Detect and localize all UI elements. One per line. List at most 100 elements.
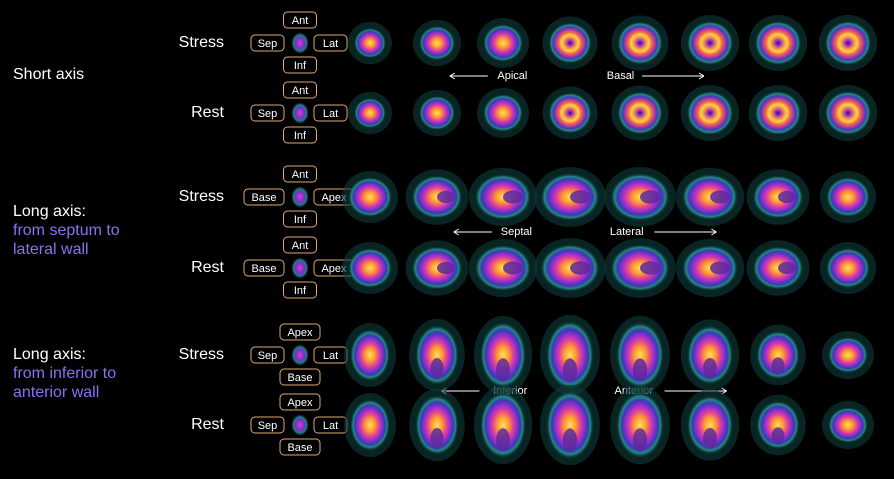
- scan-slice: [824, 20, 872, 66]
- arrow-head: [698, 72, 705, 80]
- orientation-label: Inf: [294, 60, 307, 72]
- orientation-box: [283, 56, 317, 74]
- scan-cavity: [778, 261, 796, 275]
- orientation-label: Apex: [287, 327, 313, 339]
- section-subtitle: from septum to: [13, 222, 120, 239]
- scan-slice: [479, 391, 527, 459]
- orientation-box: [313, 104, 348, 122]
- arrow-label: Basal: [607, 70, 635, 82]
- orientation-box: [250, 416, 285, 434]
- scan-cavity: [496, 428, 510, 452]
- orientation-label: Lat: [323, 420, 338, 432]
- scan-slice: [824, 90, 872, 136]
- orientation-box: [313, 34, 348, 52]
- orientation-box: [283, 236, 317, 254]
- scan-slice: [686, 91, 734, 135]
- scan-cavity: [710, 190, 730, 204]
- row-label: Stress: [179, 188, 224, 205]
- scan-slice: [354, 27, 386, 59]
- scan-slice: [418, 25, 456, 61]
- arrow-head: [453, 228, 460, 236]
- orientation-box: [283, 81, 317, 99]
- scan-slice: [546, 390, 594, 460]
- orientation-box: [283, 11, 317, 29]
- section-subtitle: from inferior to: [13, 365, 116, 382]
- scan-cavity: [710, 261, 730, 275]
- orientation-box: [243, 259, 285, 277]
- scan-cavity: [570, 190, 591, 204]
- row-label: Stress: [179, 34, 224, 51]
- scan-slice: [754, 90, 802, 136]
- section-subtitle: lateral wall: [13, 241, 89, 258]
- row-label: Rest: [191, 259, 224, 276]
- scan-slice: [610, 244, 670, 292]
- orientation-label: Inf: [294, 214, 307, 226]
- scan-cavity: [562, 358, 578, 383]
- orientation-glow: [291, 257, 309, 279]
- scan-slice: [418, 95, 456, 131]
- scan-slice: [348, 177, 392, 217]
- scan-slice: [483, 24, 523, 62]
- scan-slice: [350, 399, 390, 451]
- orientation-label: Sep: [258, 350, 278, 362]
- section-title: Long axis:: [13, 346, 86, 363]
- scan-slice: [616, 321, 664, 389]
- orientation-glow: [291, 414, 309, 436]
- scan-cavity: [640, 190, 661, 204]
- scan-cavity: [632, 358, 648, 382]
- scan-slice: [686, 21, 734, 65]
- scan-slice: [546, 320, 594, 390]
- orientation-label: Apex: [287, 397, 313, 409]
- orientation-box: [283, 165, 317, 183]
- scan-slice: [479, 321, 527, 389]
- orientation-label: Sep: [258, 420, 278, 432]
- orientation-label: Base: [251, 192, 276, 204]
- scan-slice: [826, 177, 870, 217]
- scan-cavity: [502, 190, 523, 204]
- scan-cavity: [640, 261, 661, 275]
- scan-slice: [548, 22, 592, 64]
- scan-slice: [411, 246, 463, 290]
- orientation-glow: [291, 344, 309, 366]
- orientation-label: Lat: [323, 38, 338, 50]
- row-label: Rest: [191, 416, 224, 433]
- orientation-box: [250, 104, 285, 122]
- scan-slice: [354, 97, 386, 129]
- orientation-glow: [291, 102, 309, 124]
- orientation-label: Ant: [292, 169, 309, 181]
- arrow-head: [449, 72, 456, 80]
- scan-slice: [754, 20, 802, 66]
- orientation-label: Inf: [294, 285, 307, 297]
- scan-slice: [415, 394, 459, 456]
- orientation-box: [279, 393, 321, 411]
- orientation-label: Lat: [323, 108, 338, 120]
- section-title: Long axis:: [13, 203, 86, 220]
- orientation-glow: [291, 186, 309, 208]
- orientation-box: [279, 323, 321, 341]
- orientation-box: [279, 438, 321, 456]
- scan-slice: [686, 325, 734, 385]
- orientation-label: Lat: [323, 350, 338, 362]
- scan-cavity: [703, 427, 717, 449]
- orientation-label: Ant: [292, 240, 309, 252]
- scan-cavity: [430, 358, 444, 380]
- orientation-box: [250, 34, 285, 52]
- scan-cavity: [778, 190, 796, 204]
- scan-slice: [415, 324, 459, 386]
- scan-cavity: [437, 261, 455, 275]
- orientation-label: Inf: [294, 130, 307, 142]
- scan-slice: [686, 395, 734, 455]
- arrow-label: Apical: [497, 70, 527, 82]
- section-subtitle: anterior wall: [13, 384, 99, 401]
- orientation-label: Base: [287, 442, 312, 454]
- scan-slice: [540, 173, 600, 221]
- scan-cavity: [430, 428, 444, 450]
- scan-slice: [756, 330, 800, 380]
- row-label: Stress: [179, 346, 224, 363]
- arrow-head: [711, 228, 717, 236]
- scan-slice: [756, 400, 800, 450]
- orientation-box: [250, 346, 285, 364]
- scan-slice: [826, 248, 870, 288]
